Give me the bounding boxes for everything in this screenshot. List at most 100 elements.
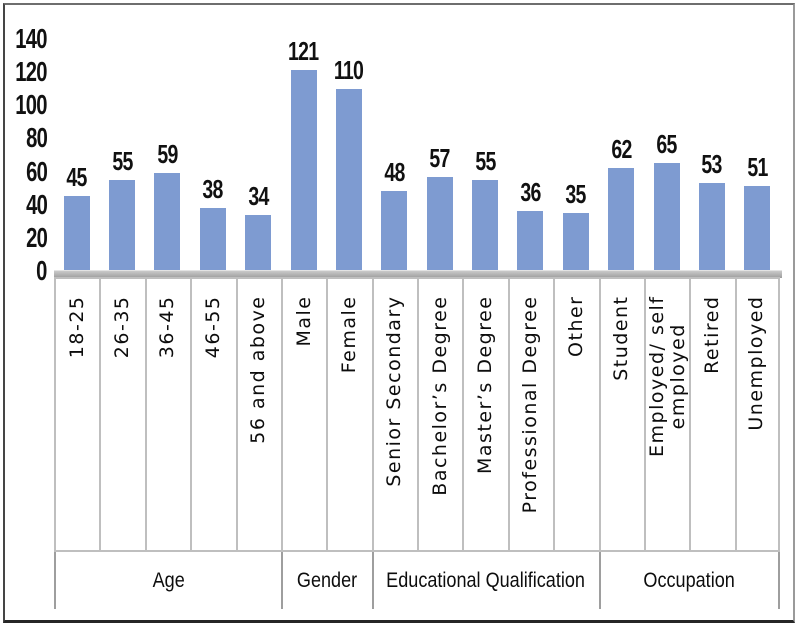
category-label-rotated: 36-45 (147, 279, 189, 550)
bar-value: 62 (611, 134, 632, 165)
category-label-rotated: 56 and above (238, 279, 280, 550)
category-cell: Unemployed (734, 277, 780, 552)
plot-area: 45 55 59 38 34 121 110 48 57 55 36 35 62 65 53 51 (5, 5, 793, 620)
bar-value: 34 (248, 180, 269, 211)
bar-value-label: 36 (500, 177, 561, 207)
bar (517, 211, 544, 271)
y-tick-value: 80 (26, 122, 48, 154)
category-label: Senior Secondary (383, 295, 406, 487)
category-label: Professional Degree (519, 295, 542, 513)
category-axis: 18-25 26-35 36-45 46-55 56 and above Male Fema… (54, 277, 780, 552)
bar (744, 186, 771, 271)
y-tick-label: 140 (3, 23, 48, 54)
y-tick-label: 20 (3, 221, 48, 253)
bar-value: 59 (157, 139, 178, 170)
bar (154, 173, 181, 271)
bar (608, 168, 635, 271)
group-axis: Age Gender Educational Qualification Occupa… (54, 552, 780, 609)
bar-value-label: 51 (727, 152, 788, 182)
y-tick-label: 40 (3, 188, 48, 220)
bar (245, 214, 272, 271)
bar-value: 110 (334, 54, 364, 85)
category-cell: 36-45 (144, 277, 191, 552)
category-cell: Student (598, 277, 644, 552)
bar-value-label: 65 (636, 129, 697, 159)
category-label-rotated: Male (284, 279, 326, 550)
category-label-rotated: 46-55 (193, 279, 235, 550)
bar-value: 55 (111, 145, 133, 176)
bar (562, 213, 589, 271)
category-cell: 26-35 (99, 277, 145, 552)
category-label-rotated: Senior Secondary (374, 279, 416, 550)
bar (290, 70, 317, 271)
category-label-rotated: Professional Degree (510, 279, 552, 550)
bar-value-label: 55 (91, 146, 152, 176)
category-label: 18-25 (66, 295, 89, 358)
bar-value-label: 121 (273, 36, 334, 66)
category-cell: 18-25 (54, 277, 100, 552)
bar-value-label: 62 (591, 134, 652, 164)
category-label-rotated: Female (329, 279, 371, 550)
category-cell: Female (326, 277, 372, 552)
category-label-rotated: Unemployed (736, 279, 778, 550)
group-label: Age (152, 568, 185, 592)
bar-value: 57 (429, 142, 451, 173)
bar-value: 55 (474, 145, 496, 176)
bar-value-label: 45 (46, 162, 107, 192)
bar (335, 88, 362, 271)
y-tick-value: 100 (15, 89, 48, 121)
category-label: Male (292, 295, 315, 347)
bar-value-label: 35 (545, 179, 606, 209)
group-cell: Occupation (598, 552, 780, 609)
category-cell: 56 and above (235, 277, 281, 552)
category-cell: Other (553, 277, 599, 552)
category-cell: Professional Degree (507, 277, 554, 552)
bar-value: 45 (66, 162, 88, 193)
category-label: Student (610, 295, 633, 381)
y-tick-value: 40 (26, 188, 48, 220)
category-cell: Bachelor’s Degree (417, 277, 463, 552)
y-tick-label: 0 (3, 255, 48, 286)
bar-value-label: 59 (137, 139, 198, 169)
category-cell: Master’s Degree (462, 277, 508, 552)
category-cell: Male (280, 277, 327, 552)
category-label: Bachelor’s Degree (429, 295, 452, 496)
y-tick-label: 60 (3, 156, 48, 187)
bar-value-label: 53 (681, 149, 742, 179)
bar (426, 176, 453, 271)
group-cell: Age (54, 552, 281, 609)
y-axis: 0 20 40 60 80 100 120 140 (5, 5, 49, 620)
category-label: Other (565, 295, 588, 357)
y-tick-value: 20 (26, 221, 48, 253)
bar-value: 51 (747, 152, 768, 183)
y-tick-label: 100 (3, 89, 48, 121)
category-label: Employed/ self employed (645, 295, 689, 457)
category-label-rotated: Master’s Degree (465, 279, 507, 550)
category-label: Female (338, 295, 361, 373)
bar-value: 48 (384, 157, 405, 188)
bar (63, 196, 90, 271)
bar (381, 191, 408, 271)
bar-value: 65 (656, 129, 677, 160)
category-label-rotated: Bachelor’s Degree (420, 279, 462, 550)
bar-value: 121 (288, 36, 319, 67)
category-label: 26-35 (111, 295, 134, 358)
category-label-rotated: 18-25 (57, 279, 99, 550)
category-label-rotated: Employed/ self employed (645, 279, 689, 550)
y-tick-value: 0 (36, 255, 48, 286)
y-tick-label: 80 (3, 122, 48, 154)
bar-value: 53 (701, 149, 723, 180)
category-label-rotated: Retired (692, 279, 734, 550)
bar-value-label: 38 (182, 174, 243, 204)
group-label: Occupation (643, 568, 735, 592)
y-tick-value: 120 (15, 56, 48, 88)
category-cell: Retired (689, 277, 735, 552)
group-cell: Educational Qualification (371, 552, 599, 609)
bar (698, 183, 725, 271)
x-axis-line (54, 270, 782, 278)
bar-value-label: 48 (364, 157, 425, 187)
bar-value: 38 (202, 174, 224, 205)
bar (472, 179, 499, 271)
y-tick-value: 140 (15, 23, 48, 54)
group-label: Educational Qualification (386, 568, 586, 592)
